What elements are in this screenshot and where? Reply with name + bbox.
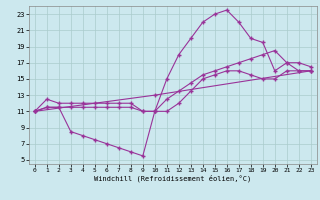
X-axis label: Windchill (Refroidissement éolien,°C): Windchill (Refroidissement éolien,°C) bbox=[94, 175, 252, 182]
